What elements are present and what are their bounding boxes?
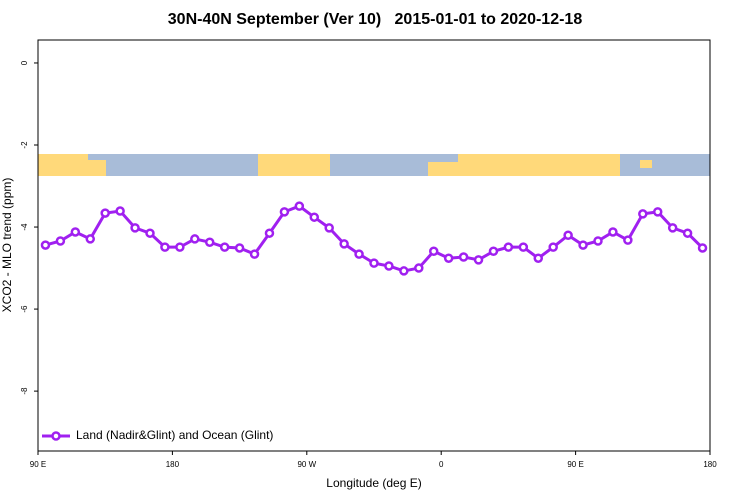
point [294,201,305,211]
point [369,258,379,268]
point [249,249,260,259]
point [593,236,603,246]
point [234,243,245,253]
x-tick-label: 180 [703,460,717,469]
point [324,223,334,233]
point [85,234,96,244]
point [115,206,125,216]
point [638,209,648,219]
point [204,237,215,247]
point [175,242,185,252]
point [473,255,484,265]
point [70,227,81,237]
x-tick-label: 180 [166,460,180,469]
point [488,246,499,256]
point [160,242,170,252]
point [578,240,588,250]
point [40,240,51,250]
y-tick-label: 0 [20,60,29,65]
point [563,230,573,240]
y-tick-label: -2 [20,141,29,149]
point [399,266,409,276]
point [533,253,544,263]
y-axis-label: XCO2 - MLO trend (ppm) [0,178,14,313]
point [145,228,155,238]
point [503,242,514,252]
point [55,236,66,246]
x-tick-label: 90 E [30,460,46,469]
x-tick-label: 90 E [567,460,583,469]
point [443,253,454,263]
map-strip [38,154,710,176]
y-tick-label: -8 [20,387,29,395]
point [414,263,424,273]
point [623,235,633,245]
chart-title: 30N-40N September (Ver 10) 2015-01-01 to… [168,11,583,28]
point [339,239,349,249]
point [190,234,200,244]
point [384,261,394,271]
point [518,242,529,252]
y-tick-label: -6 [20,305,29,313]
point [548,242,558,252]
x-tick-label: 90 W [297,460,316,469]
point [354,249,364,259]
point [219,242,230,252]
x-tick-label: 0 [439,460,444,469]
point [309,212,320,222]
point [279,207,290,217]
point [652,207,663,217]
point [458,252,469,262]
point [608,227,618,237]
plot-frame [37,39,711,452]
point [428,246,439,256]
point [264,228,275,238]
point [100,208,110,218]
point [667,223,678,233]
legend-label: Land (Nadir&Glint) and Ocean (Glint) [76,428,273,442]
point [130,223,140,233]
y-tick-label: -4 [20,223,29,231]
point [697,243,708,253]
point [682,228,693,238]
legend-marker [51,431,61,441]
x-axis-label: Longitude (deg E) [326,476,421,490]
